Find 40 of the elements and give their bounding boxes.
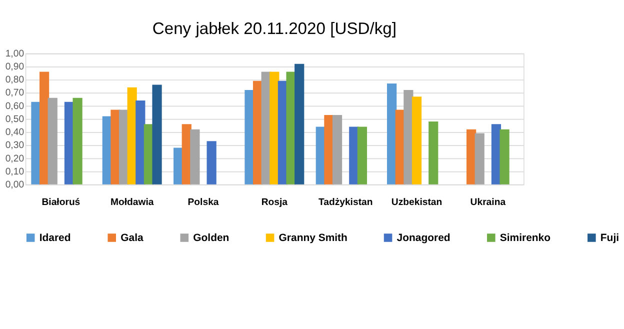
bar (412, 96, 422, 184)
bar (428, 122, 438, 184)
y-tick-label: 0,20 (5, 153, 24, 164)
y-tick-label: 1,00 (5, 48, 24, 60)
x-tick-label: Rosja (261, 196, 288, 208)
y-tick-label: 0,00 (5, 179, 24, 190)
bar (500, 129, 510, 184)
x-tick-label: Mołdawia (110, 196, 154, 208)
bar (40, 72, 50, 184)
legend-label: Simirenko (500, 233, 551, 244)
bar (474, 133, 484, 184)
bar (48, 98, 58, 184)
bar (387, 83, 397, 184)
bar (206, 141, 216, 184)
x-tick-label: Polska (188, 196, 220, 208)
y-tick-label: 0,30 (5, 140, 24, 152)
bar (72, 98, 82, 184)
x-tick-label: Tadżykistan (318, 196, 373, 208)
legend-label: Gala (120, 233, 144, 244)
y-tick-label: 0,10 (5, 166, 24, 178)
y-tick-label: 0,70 (5, 88, 24, 99)
bar (357, 126, 368, 184)
legend-label: Fuji (600, 233, 620, 244)
y-tick-label: 0,60 (5, 100, 24, 112)
legend-label: Golden (193, 233, 230, 244)
legend-label: Jonagored (396, 233, 450, 244)
y-tick-label: 0,40 (5, 127, 24, 138)
legend-label: Idared (39, 233, 71, 244)
bar (294, 64, 304, 184)
x-tick-label: Białoruś (42, 196, 80, 208)
bar (190, 129, 200, 184)
bar (332, 114, 342, 184)
legend-label: Granny Smith (278, 233, 348, 244)
y-tick-label: 0,80 (5, 74, 24, 86)
x-tick-label: Ukraina (470, 196, 506, 208)
bar (152, 84, 162, 184)
x-tick-label: Uzbekistan (391, 196, 442, 208)
y-tick-label: 0,90 (5, 62, 24, 73)
y-tick-label: 0,50 (5, 114, 24, 125)
chart-title: Ceny jabłek 20.11.2020 [USD/kg] (152, 19, 396, 38)
